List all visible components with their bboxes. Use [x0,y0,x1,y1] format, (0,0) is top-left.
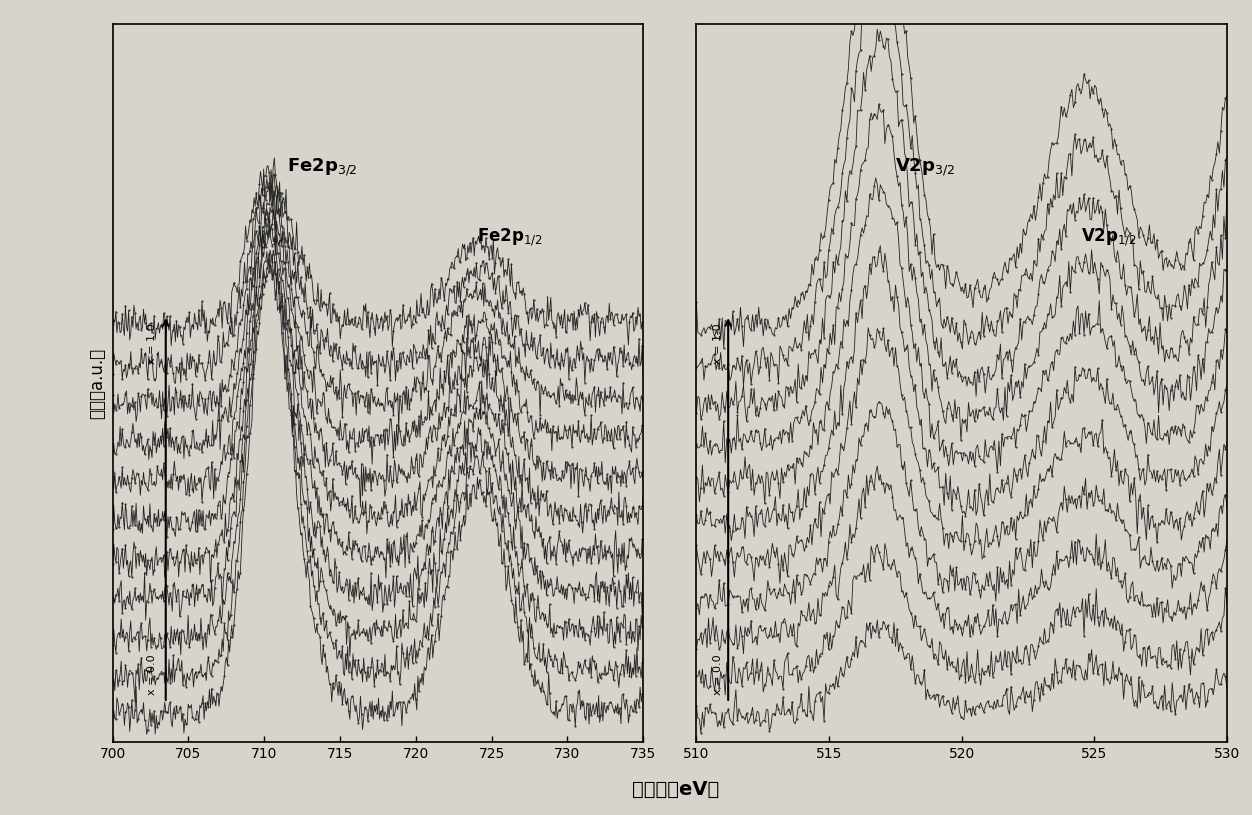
Text: x = 1.0: x = 1.0 [712,323,722,363]
Text: x = 0.0: x = 0.0 [712,654,722,695]
Text: Fe2p$_{3/2}$: Fe2p$_{3/2}$ [287,156,358,178]
Text: 结合能（eV）: 结合能（eV） [632,780,720,799]
Y-axis label: 强度（a.u.）: 强度（a.u.） [88,347,105,419]
Text: Fe2p$_{1/2}$: Fe2p$_{1/2}$ [477,227,542,248]
Text: V2p$_{1/2}$: V2p$_{1/2}$ [1080,227,1137,248]
Text: x = 1.0: x = 1.0 [146,323,156,363]
Text: x = 0.0: x = 0.0 [146,654,156,695]
Text: V2p$_{3/2}$: V2p$_{3/2}$ [895,156,955,178]
